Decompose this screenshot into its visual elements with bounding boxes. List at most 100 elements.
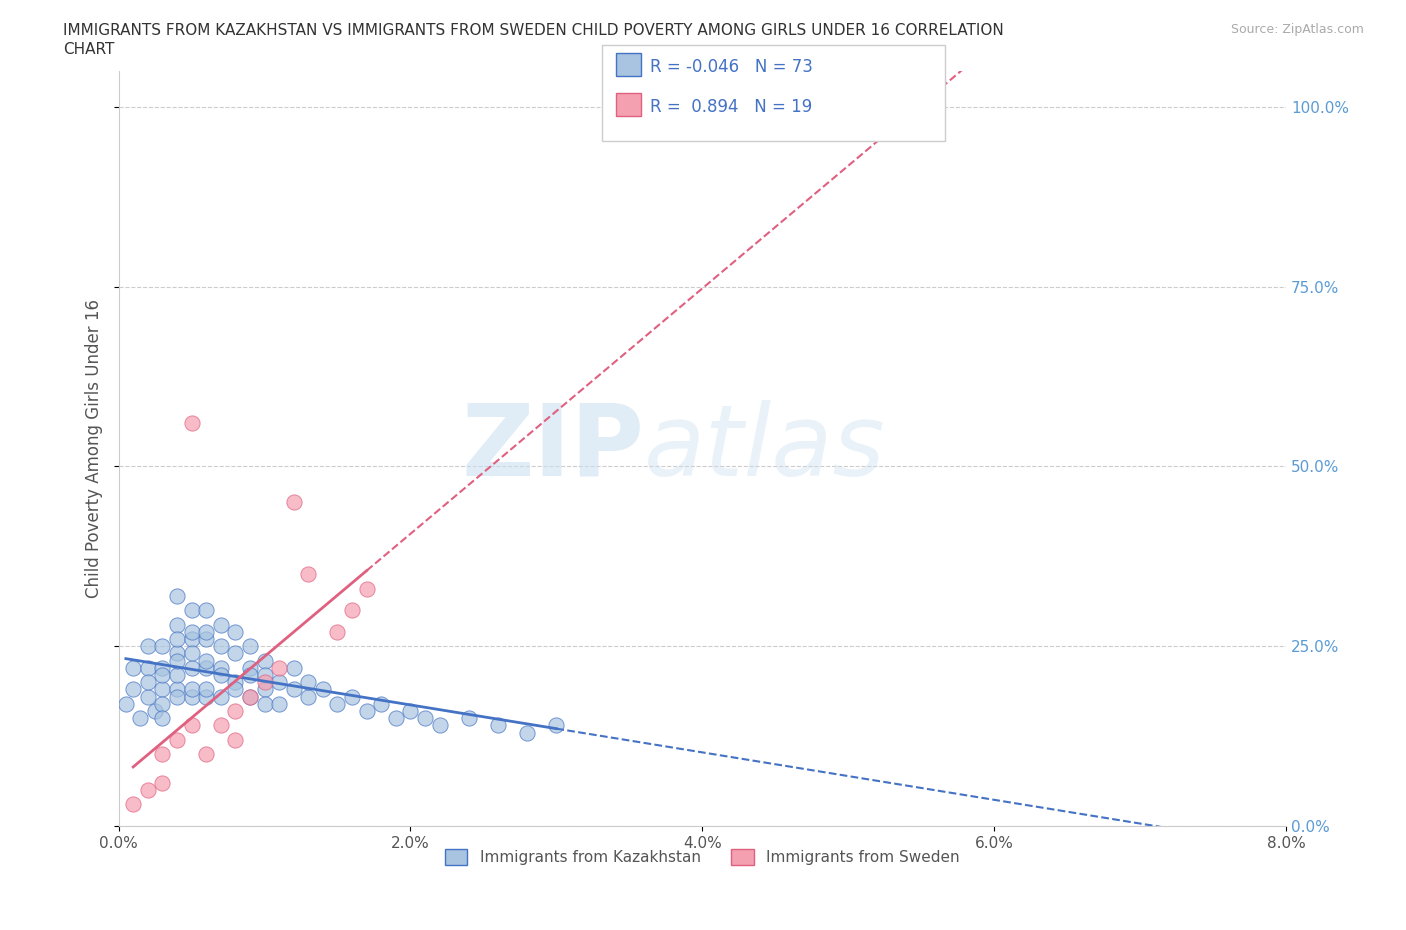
Point	[180, 689, 202, 704]
Point	[195, 603, 218, 618]
Point	[115, 697, 138, 711]
Point	[195, 660, 218, 675]
Point	[516, 725, 538, 740]
Point	[457, 711, 479, 725]
Point	[166, 646, 188, 661]
Point	[180, 718, 202, 733]
Point	[209, 718, 232, 733]
Text: R =  0.894   N = 19: R = 0.894 N = 19	[650, 98, 811, 115]
Point	[239, 689, 262, 704]
Point	[129, 711, 152, 725]
Point	[224, 646, 246, 661]
Legend: Immigrants from Kazakhstan, Immigrants from Sweden: Immigrants from Kazakhstan, Immigrants f…	[439, 843, 966, 871]
Point	[239, 689, 262, 704]
Y-axis label: Child Poverty Among Girls Under 16: Child Poverty Among Girls Under 16	[86, 299, 103, 598]
Text: ZIP: ZIP	[461, 400, 644, 497]
Point	[166, 631, 188, 646]
Point	[239, 639, 262, 654]
Point	[166, 668, 188, 683]
Point	[180, 682, 202, 697]
Point	[269, 675, 291, 690]
Point	[180, 416, 202, 431]
Point	[166, 618, 188, 632]
Point	[326, 624, 349, 639]
Point	[546, 718, 568, 733]
Point	[180, 660, 202, 675]
Point	[224, 732, 246, 747]
Point	[209, 639, 232, 654]
Point	[283, 660, 305, 675]
Point	[122, 660, 145, 675]
Point	[224, 675, 246, 690]
Point	[399, 703, 422, 718]
Point	[122, 682, 145, 697]
Point	[326, 697, 349, 711]
Point	[166, 732, 188, 747]
Point	[166, 653, 188, 668]
Point	[150, 660, 173, 675]
Point	[297, 689, 319, 704]
Text: atlas: atlas	[644, 400, 886, 497]
Text: CHART: CHART	[63, 42, 115, 57]
Point	[224, 682, 246, 697]
Point	[253, 668, 276, 683]
Point	[150, 697, 173, 711]
Point	[370, 697, 392, 711]
Point	[239, 660, 262, 675]
Point	[269, 697, 291, 711]
Point	[429, 718, 451, 733]
Point	[166, 689, 188, 704]
Point	[143, 703, 166, 718]
Point	[150, 747, 173, 762]
Point	[166, 682, 188, 697]
Point	[150, 639, 173, 654]
Point	[195, 747, 218, 762]
Text: R = -0.046   N = 73: R = -0.046 N = 73	[650, 58, 813, 75]
Point	[195, 689, 218, 704]
Point	[122, 797, 145, 812]
Point	[385, 711, 408, 725]
Point	[209, 668, 232, 683]
Point	[253, 682, 276, 697]
Point	[297, 566, 319, 581]
Point	[195, 682, 218, 697]
Point	[209, 618, 232, 632]
Point	[283, 682, 305, 697]
Text: IMMIGRANTS FROM KAZAKHSTAN VS IMMIGRANTS FROM SWEDEN CHILD POVERTY AMONG GIRLS U: IMMIGRANTS FROM KAZAKHSTAN VS IMMIGRANTS…	[63, 23, 1004, 38]
Point	[195, 653, 218, 668]
Point	[356, 581, 378, 596]
Point	[136, 675, 159, 690]
Point	[224, 624, 246, 639]
Point	[312, 682, 335, 697]
Point	[356, 703, 378, 718]
Point	[180, 603, 202, 618]
Text: Source: ZipAtlas.com: Source: ZipAtlas.com	[1230, 23, 1364, 36]
Point	[253, 653, 276, 668]
Point	[340, 603, 363, 618]
Point	[253, 697, 276, 711]
Point	[150, 682, 173, 697]
Point	[209, 660, 232, 675]
Point	[136, 639, 159, 654]
Point	[136, 783, 159, 798]
Point	[150, 668, 173, 683]
Point	[136, 689, 159, 704]
Point	[486, 718, 509, 733]
Point	[239, 668, 262, 683]
Point	[180, 624, 202, 639]
Point	[195, 624, 218, 639]
Point	[166, 589, 188, 604]
Point	[180, 646, 202, 661]
Point	[180, 631, 202, 646]
Point	[150, 776, 173, 790]
Point	[269, 660, 291, 675]
Point	[340, 689, 363, 704]
Point	[224, 703, 246, 718]
Point	[297, 675, 319, 690]
Point	[253, 675, 276, 690]
Point	[150, 711, 173, 725]
Point	[195, 631, 218, 646]
Point	[136, 660, 159, 675]
Point	[209, 689, 232, 704]
Point	[413, 711, 436, 725]
